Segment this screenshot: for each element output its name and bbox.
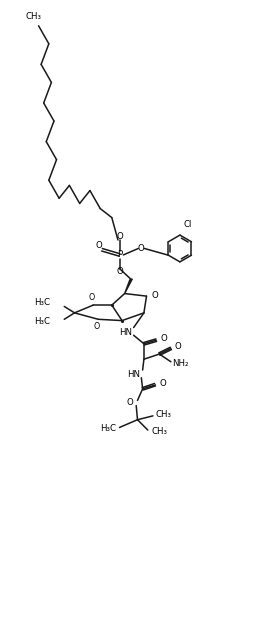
Text: H₃C: H₃C — [34, 298, 50, 307]
Text: O: O — [89, 293, 95, 302]
Text: O: O — [116, 232, 123, 242]
Text: Cl: Cl — [184, 220, 192, 229]
Polygon shape — [125, 279, 132, 294]
Text: CH₃: CH₃ — [152, 427, 168, 436]
Text: NH₂: NH₂ — [172, 358, 189, 368]
Text: CH₃: CH₃ — [155, 410, 171, 419]
Text: O: O — [94, 323, 100, 331]
Text: H₃C: H₃C — [100, 424, 116, 433]
Text: O: O — [116, 267, 123, 276]
Text: O: O — [151, 291, 158, 300]
Text: O: O — [95, 241, 102, 250]
Text: HN: HN — [119, 328, 132, 337]
Text: O: O — [175, 342, 181, 351]
Text: O: O — [127, 399, 134, 407]
Text: H₃C: H₃C — [34, 318, 50, 326]
Text: O: O — [138, 244, 145, 253]
Text: CH₃: CH₃ — [25, 12, 41, 20]
Text: O: O — [161, 334, 167, 343]
Text: O: O — [159, 379, 166, 387]
Text: HN: HN — [127, 370, 140, 379]
Text: P: P — [117, 250, 122, 260]
